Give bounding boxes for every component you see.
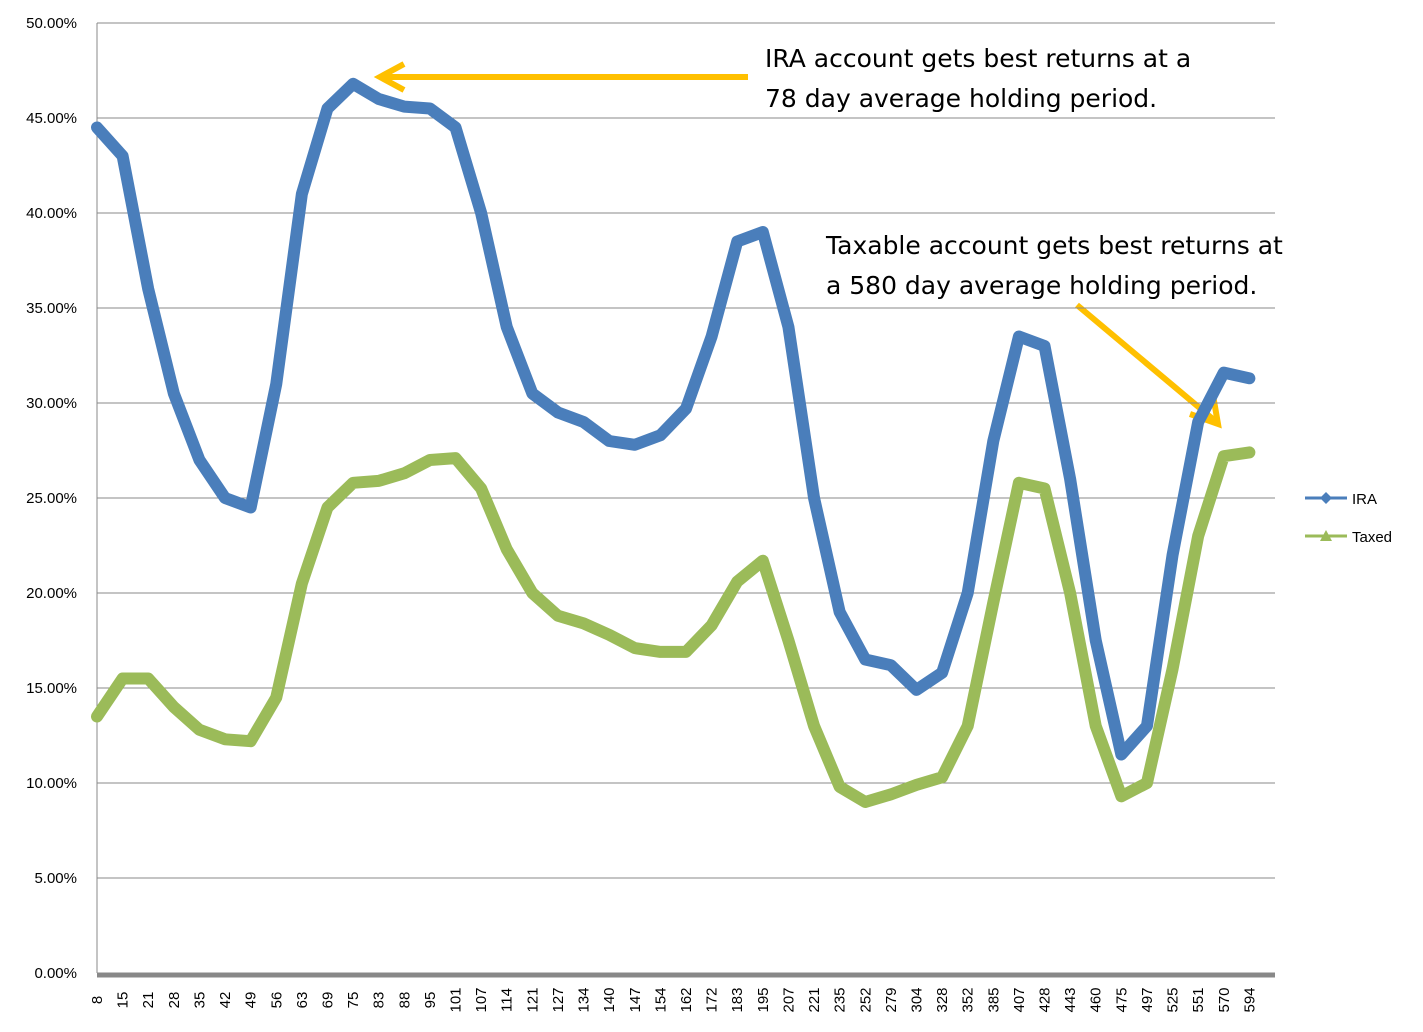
x-tick-label: 127	[550, 987, 567, 1012]
x-tick-label: 35	[191, 992, 208, 1009]
legend-marker	[1320, 492, 1332, 504]
x-tick-label: 114	[499, 988, 516, 1012]
legend-marker	[1320, 530, 1332, 541]
annotation: a 580 day average holding period.	[826, 271, 1257, 300]
x-tick-label: 352	[960, 987, 977, 1012]
x-tick-label: 525	[1165, 987, 1182, 1012]
series-line	[91, 77, 1256, 761]
x-tick-label: 475	[1113, 987, 1130, 1012]
x-tick-label: 147	[627, 987, 644, 1012]
x-tick-label: 88	[396, 992, 413, 1009]
annotation-arrow	[1075, 302, 1216, 423]
y-tick-label: 25.00%	[26, 490, 77, 507]
x-tick-label: 8	[89, 996, 106, 1004]
legend-label: IRA	[1352, 491, 1377, 508]
x-tick-label: 42	[217, 992, 234, 1009]
y-tick-label: 20.00%	[26, 585, 77, 602]
x-tick-label: 385	[985, 987, 1002, 1012]
x-tick-label: 183	[729, 987, 746, 1012]
x-tick-label: 407	[1011, 987, 1028, 1012]
y-tick-label: 0.00%	[34, 965, 77, 982]
y-tick-label: 15.00%	[26, 680, 77, 697]
x-tick-label: 207	[780, 987, 797, 1012]
x-tick-label: 63	[294, 992, 311, 1009]
x-tick-label: 497	[1139, 987, 1156, 1012]
x-tick-label: 443	[1062, 987, 1079, 1012]
x-tick-label: 134	[576, 987, 593, 1012]
x-tick-label: 162	[678, 987, 695, 1012]
annotation: Taxable account gets best returns at	[825, 231, 1283, 260]
x-tick-label: 83	[371, 992, 388, 1009]
y-tick-label: 5.00%	[34, 870, 77, 887]
x-tick-label: 69	[319, 992, 336, 1009]
y-tick-label: 40.00%	[26, 205, 77, 222]
y-tick-label: 35.00%	[26, 300, 77, 317]
x-tick-label: 279	[883, 987, 900, 1012]
y-tick-label: 50.00%	[26, 15, 77, 32]
x-tick-label: 140	[601, 987, 618, 1012]
series-line	[91, 446, 1256, 808]
x-tick-label: 304	[908, 987, 925, 1012]
x-tick-label: 75	[345, 992, 362, 1009]
x-tick-label: 15	[115, 992, 132, 1009]
x-tick-label: 21	[140, 992, 157, 1009]
x-tick-label: 195	[755, 987, 772, 1012]
y-tick-label: 30.00%	[26, 395, 77, 412]
x-tick-label: 428	[1037, 987, 1054, 1012]
x-tick-label: 252	[857, 987, 874, 1012]
x-tick-label: 28	[166, 992, 183, 1009]
y-tick-label: 45.00%	[26, 110, 77, 127]
x-tick-label: 460	[1088, 987, 1105, 1012]
x-tick-label: 570	[1216, 987, 1233, 1012]
x-tick-label: 101	[448, 987, 465, 1012]
x-tick-label: 551	[1190, 987, 1207, 1012]
x-tick-label: 95	[422, 992, 439, 1009]
legend-label: Taxed	[1352, 529, 1392, 546]
x-tick-label: 154	[652, 987, 669, 1012]
annotation: IRA account gets best returns at a	[765, 44, 1191, 73]
x-tick-label: 235	[832, 987, 849, 1012]
x-tick-label: 172	[704, 987, 721, 1012]
y-tick-label: 10.00%	[26, 775, 77, 792]
x-tick-label: 107	[473, 987, 490, 1012]
annotation: 78 day average holding period.	[765, 84, 1157, 113]
x-tick-label: 56	[268, 992, 285, 1009]
x-tick-label: 121	[524, 987, 541, 1012]
annotation-arrowhead	[373, 61, 406, 93]
x-tick-label: 221	[806, 987, 823, 1012]
x-tick-label: 328	[934, 987, 951, 1012]
x-tick-label: 49	[243, 992, 260, 1009]
x-tick-label: 594	[1241, 987, 1258, 1012]
